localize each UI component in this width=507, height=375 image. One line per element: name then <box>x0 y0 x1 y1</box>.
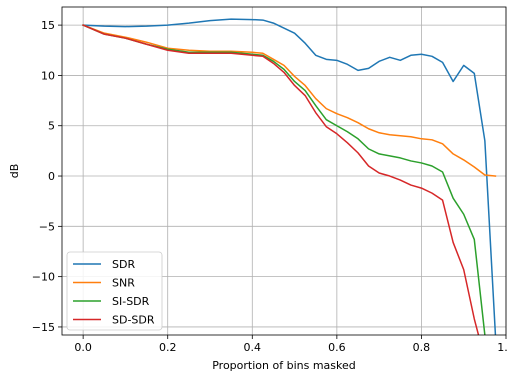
x-tick-label: 0.6 <box>328 341 346 354</box>
legend-label-sd-sdr: SD-SDR <box>112 314 155 327</box>
x-tick-label: 0.8 <box>413 341 431 354</box>
legend: SDR SNR SI-SDR SD-SDR <box>66 251 163 331</box>
y-tick-label: −15 <box>32 321 55 334</box>
legend-label-si-sdr: SI-SDR <box>112 295 150 308</box>
legend-box <box>66 251 163 331</box>
series-lines <box>82 18 497 335</box>
series-line-si-sdr <box>82 24 486 335</box>
x-tick-label: 0.4 <box>244 341 262 354</box>
legend-label-sdr: SDR <box>112 258 135 271</box>
legend-label-snr: SNR <box>112 277 135 290</box>
y-tick-label: −5 <box>39 220 55 233</box>
y-tick-label: 15 <box>41 19 55 32</box>
series-line-sd-sdr <box>82 24 480 335</box>
y-tick-label: 0 <box>48 170 55 183</box>
x-axis-label: Proportion of bins masked <box>212 359 356 372</box>
series-line-sdr <box>82 18 497 335</box>
axis-ticks: 0.0 0.2 0.4 0.6 0.8 1.0 −15 −10 −5 0 5 10 15 <box>32 19 507 354</box>
x-tick-label: 0.0 <box>74 341 92 354</box>
series-line-snr <box>82 24 497 177</box>
x-tick-label: 0.2 <box>159 341 177 354</box>
y-tick-label: 10 <box>41 69 55 82</box>
y-tick-label: −10 <box>32 271 55 284</box>
plot-frame <box>61 6 507 336</box>
x-tick-label: 1.0 <box>497 341 507 354</box>
y-axis-label: dB <box>8 164 21 179</box>
y-tick-label: 5 <box>48 120 55 133</box>
